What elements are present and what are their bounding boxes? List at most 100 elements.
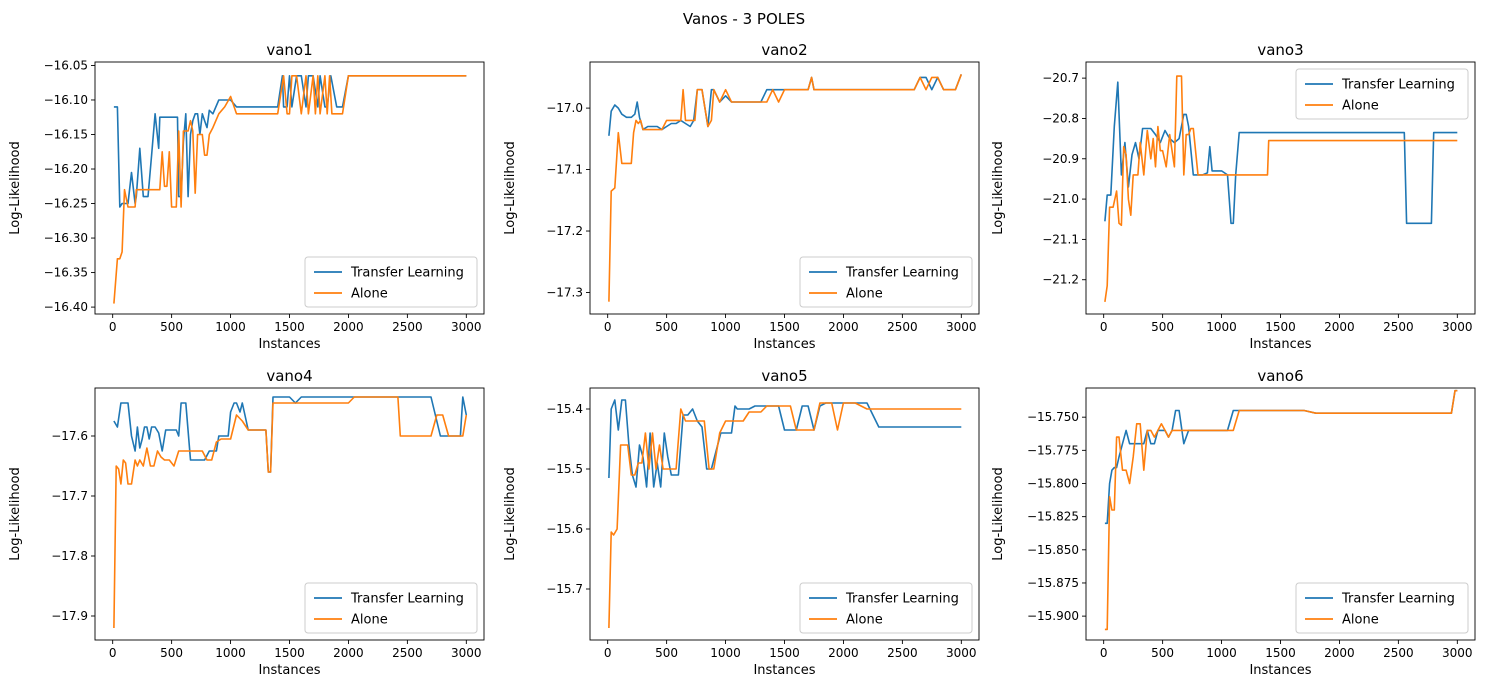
x-tick-label: 2500 (1383, 320, 1414, 334)
x-tick-label: 500 (160, 646, 183, 660)
y-tick-label: −15.875 (1027, 576, 1079, 590)
y-tick-label: −21.0 (1042, 192, 1079, 206)
x-tick-label: 1500 (769, 646, 800, 660)
y-tick-label: −20.9 (1042, 152, 1079, 166)
x-tick-label: 2500 (887, 320, 918, 334)
x-tick-label: 2000 (1324, 320, 1355, 334)
x-tick-label: 2000 (828, 646, 859, 660)
legend-label: Transfer Learning (1341, 78, 1455, 93)
x-tick-label: 2500 (392, 320, 423, 334)
subplot-vano3: vano3 0 500 1000 1500 2000 2500 3000 −21.2 −21.1 −… (991, 41, 1476, 352)
x-tick-label: 1000 (1206, 320, 1237, 334)
x-tick-label: 500 (1151, 320, 1174, 334)
x-tick-label: 2000 (1324, 646, 1355, 660)
legend: Transfer Learning Alone (304, 256, 478, 308)
x-tick-label: 3000 (1442, 320, 1473, 334)
subplot-vano5: vano5 0 500 1000 1500 2000 2500 3000 −15.7 −15.6 −… (503, 367, 980, 678)
subplot-vano1: vano1 0 500 1000 1500 2000 2500 3000 −16.40 −16.3… (8, 41, 485, 352)
y-tick-label: −17.0 (546, 101, 583, 115)
x-tick-label: 0 (1100, 320, 1108, 334)
y-tick-label: −17.7 (51, 489, 88, 503)
y-tick-label: −20.7 (1042, 71, 1079, 85)
legend-label: Alone (351, 613, 388, 628)
y-tick-label: −20.8 (1042, 111, 1079, 125)
x-tick-label: 1000 (710, 646, 741, 660)
legend-label: Alone (846, 613, 883, 628)
x-tick-label: 2000 (333, 320, 364, 334)
legend-box (1295, 68, 1469, 120)
x-tick-label: 1500 (274, 646, 305, 660)
y-tick-label: −15.6 (546, 522, 583, 536)
x-tick-label: 3000 (451, 320, 482, 334)
y-axis-label: Log-Likelihood (991, 467, 1006, 560)
legend-box (799, 256, 973, 308)
y-tick-label: −16.05 (44, 58, 88, 72)
y-tick-label: −15.825 (1027, 510, 1079, 524)
legend: Transfer Learning Alone (304, 582, 478, 634)
legend-box (304, 582, 478, 634)
y-tick-label: −15.7 (546, 582, 583, 596)
y-tick-label: −15.750 (1027, 410, 1079, 424)
series-line-alone (1104, 75, 1458, 303)
series-line-alone (113, 396, 468, 629)
series-line-transfer-learning (1104, 81, 1458, 225)
x-axis-label: Instances (258, 337, 320, 352)
x-tick-label: 2000 (828, 320, 859, 334)
series-line-alone (608, 74, 963, 302)
x-tick-label: 0 (109, 646, 117, 660)
y-tick-label: −17.2 (546, 224, 583, 238)
legend-box (799, 582, 973, 634)
x-tick-label: 2500 (1383, 646, 1414, 660)
y-tick-label: −17.1 (546, 163, 583, 177)
x-tick-label: 3000 (451, 646, 482, 660)
legend-label: Transfer Learning (845, 266, 959, 281)
y-tick-label: −21.2 (1042, 273, 1079, 287)
x-tick-label: 3000 (946, 646, 977, 660)
x-tick-label: 500 (1151, 646, 1174, 660)
legend-label: Alone (1342, 99, 1379, 114)
x-tick-label: 0 (604, 320, 612, 334)
y-tick-label: −17.3 (546, 285, 583, 299)
legend-box (304, 256, 478, 308)
legend: Transfer Learning Alone (1295, 582, 1469, 634)
y-tick-label: −16.20 (44, 162, 88, 176)
x-tick-label: 1500 (769, 320, 800, 334)
series-line-alone (113, 75, 467, 304)
legend: Transfer Learning Alone (799, 256, 973, 308)
x-axis-label: Instances (753, 337, 815, 352)
legend-label: Transfer Learning (350, 592, 464, 607)
y-axis-label: Log-Likelihood (8, 467, 23, 560)
y-tick-label: −17.9 (51, 609, 88, 623)
x-tick-label: 1500 (1265, 320, 1296, 334)
x-axis-label: Instances (258, 663, 320, 678)
y-tick-label: −15.5 (546, 462, 583, 476)
x-axis-label: Instances (1249, 337, 1311, 352)
subplot-title: vano6 (1257, 367, 1303, 385)
legend: Transfer Learning Alone (1295, 68, 1469, 120)
y-tick-label: −16.40 (44, 300, 88, 314)
y-tick-label: −15.850 (1027, 543, 1079, 557)
subplot-title: vano2 (761, 41, 807, 59)
y-axis-label: Log-Likelihood (503, 141, 518, 234)
legend-label: Transfer Learning (1341, 592, 1455, 607)
x-tick-label: 1000 (215, 646, 246, 660)
subplot-title: vano5 (761, 367, 807, 385)
x-axis-label: Instances (1249, 663, 1311, 678)
y-axis-label: Log-Likelihood (503, 467, 518, 560)
x-tick-label: 1500 (274, 320, 305, 334)
x-tick-label: 3000 (946, 320, 977, 334)
x-tick-label: 1000 (1206, 646, 1237, 660)
y-tick-label: −16.25 (44, 197, 88, 211)
x-tick-label: 3000 (1442, 646, 1473, 660)
subplot-title: vano3 (1257, 41, 1303, 59)
x-tick-label: 1000 (710, 320, 741, 334)
legend-label: Alone (351, 287, 388, 302)
subplot-vano2: vano2 0 500 1000 1500 2000 2500 3000 −17.3 −17.2 −… (503, 41, 980, 352)
x-tick-label: 2500 (887, 646, 918, 660)
x-tick-label: 1000 (215, 320, 246, 334)
x-tick-label: 500 (655, 320, 678, 334)
x-tick-label: 0 (604, 646, 612, 660)
legend-box (1295, 582, 1469, 634)
y-axis-label: Log-Likelihood (991, 141, 1006, 234)
